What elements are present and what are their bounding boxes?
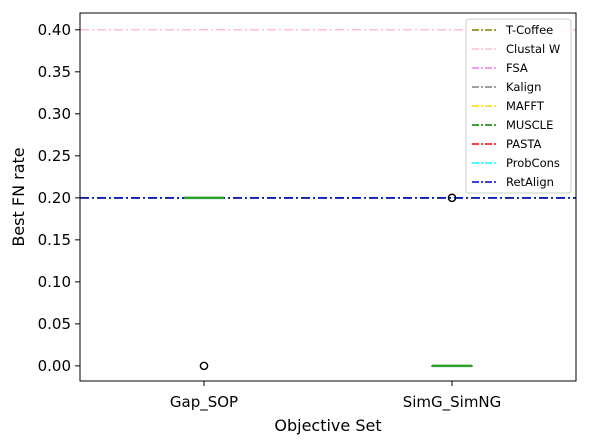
legend-item-clustal-w: Clustal W: [472, 42, 560, 56]
legend-label: Clustal W: [506, 42, 560, 56]
legend-item-t-coffee: T-Coffee: [472, 23, 553, 37]
y-tick-label: 0.20: [38, 189, 71, 207]
legend-item-pasta: PASTA: [472, 137, 541, 151]
legend-label: MUSCLE: [506, 118, 553, 132]
y-tick-label: 0.15: [38, 231, 71, 249]
box-gap-sop: [183, 196, 225, 371]
y-axis-title: Best FN rate: [9, 147, 28, 246]
legend-item-probcons: ProbCons: [472, 156, 560, 170]
legend-item-retalign: RetAlign: [472, 175, 554, 189]
x-tick-label-gap-sop: Gap_SOP: [170, 393, 238, 412]
legend-item-mafft: MAFFT: [472, 99, 545, 113]
y-tick-label: 0.10: [38, 273, 71, 291]
y-axis: 0.00 0.05 0.10 0.15 0.20 0.25 0.30 0.35 0.40: [38, 21, 80, 375]
outlier-point: [447, 193, 457, 203]
legend: T-Coffee Clustal W FSA Kalign MAFFT MUSCLE PAS…: [465, 18, 572, 194]
y-tick-label: 0.05: [38, 315, 71, 333]
x-axis-title: Objective Set: [274, 416, 381, 435]
y-tick-label: 0.35: [38, 63, 71, 81]
legend-label: FSA: [506, 61, 528, 75]
box-plots: [183, 193, 473, 371]
legend-label: Kalign: [506, 80, 541, 94]
y-tick-label: 0.40: [38, 21, 71, 39]
y-tick-label: 0.00: [38, 357, 71, 375]
legend-label: PASTA: [506, 137, 541, 151]
plot-area-frame: [79, 12, 577, 382]
x-axis: Gap_SOP SimG_SimNG: [170, 381, 501, 412]
legend-label: MAFFT: [506, 99, 545, 113]
box-simg-simng: [431, 193, 473, 368]
legend-label: ProbCons: [506, 156, 560, 170]
legend-label: T-Coffee: [505, 23, 553, 37]
legend-item-kalign: Kalign: [472, 80, 541, 94]
x-tick-label-simg-simng: SimG_SimNG: [403, 393, 502, 412]
legend-item-muscle: MUSCLE: [472, 118, 553, 132]
legend-box: [465, 18, 572, 194]
y-tick-label: 0.25: [38, 147, 71, 165]
legend-label: RetAlign: [506, 175, 554, 189]
outlier-point: [199, 361, 209, 371]
y-tick-label: 0.30: [38, 105, 71, 123]
legend-item-fsa: FSA: [472, 61, 528, 75]
